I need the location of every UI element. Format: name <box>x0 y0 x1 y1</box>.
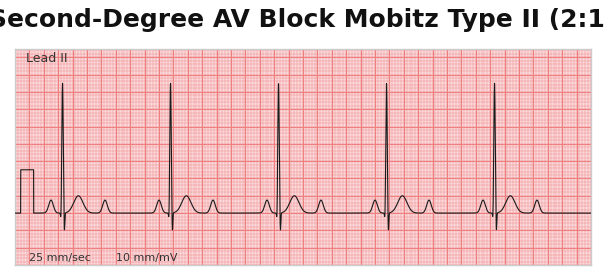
Text: Second-Degree AV Block Mobitz Type II (2:1): Second-Degree AV Block Mobitz Type II (2… <box>0 8 606 32</box>
Text: 10 mm/mV: 10 mm/mV <box>116 253 178 263</box>
Text: 25 mm/sec: 25 mm/sec <box>30 253 92 263</box>
Text: Lead II: Lead II <box>26 52 67 65</box>
